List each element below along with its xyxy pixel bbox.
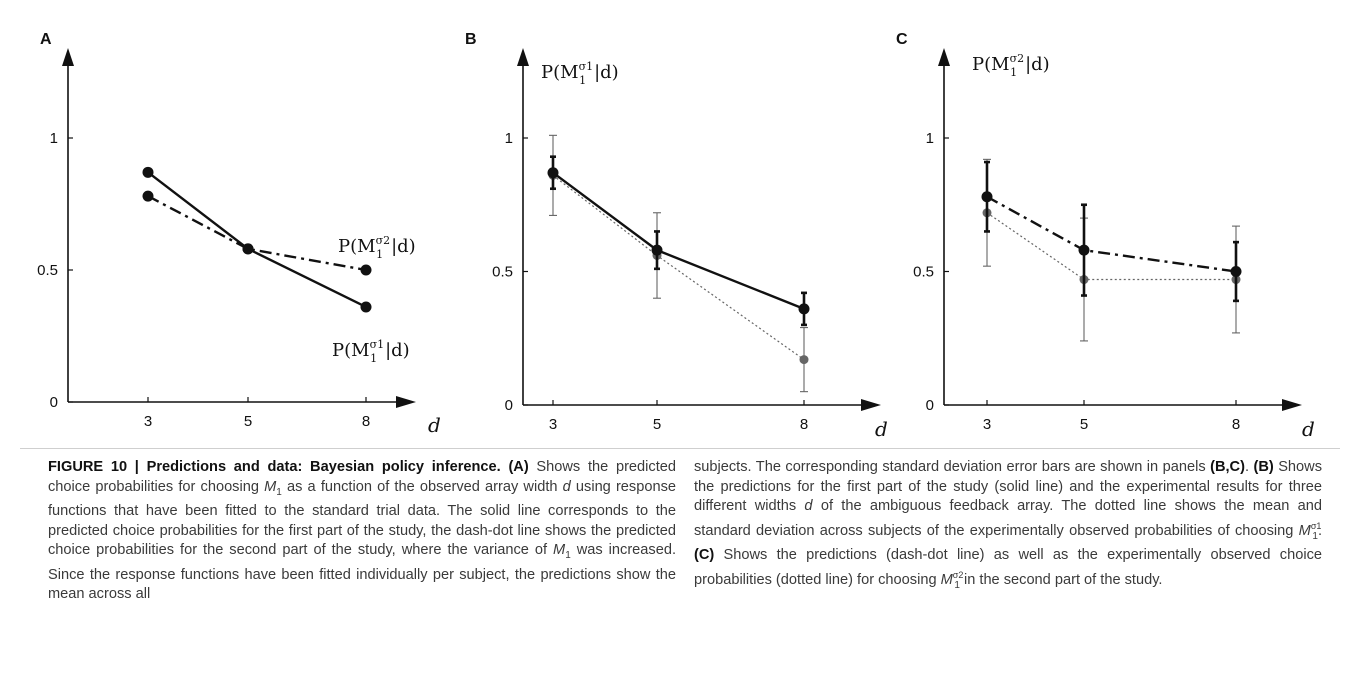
- caption-fragment: Mσ21: [940, 569, 964, 591]
- caption-fragment: Shows the predicted choice probabilities…: [48, 459, 676, 495]
- caption-fragment: Shows the predictions (dash-dot line) as…: [694, 547, 1322, 588]
- panel-a-chart: A 0 0.5 1 3 5 8 d P(Mσ2 1 |d) P(Mσ1 1 |d): [37, 31, 441, 437]
- y-tick-label: 1: [926, 130, 934, 147]
- caption-fragment: as a function of the observed array widt…: [281, 478, 563, 495]
- x-tick-label: 8: [800, 416, 808, 433]
- caption-fragment: of the ambiguous feedback array. The dot…: [694, 498, 1322, 539]
- y-tick-label: 0.5: [37, 262, 58, 279]
- x-tick-label: 5: [244, 413, 252, 430]
- data-point: [142, 166, 154, 178]
- panel-title-c: P(Mσ2 1 |d): [972, 52, 1050, 79]
- series-line-solid: [552, 171, 805, 310]
- x-axis-label: d: [875, 417, 888, 438]
- caption-fragment: (B): [1253, 459, 1274, 475]
- y-tick-label: 1: [505, 130, 513, 147]
- data-point: [547, 167, 559, 179]
- caption-fragment: Mσ11: [1298, 520, 1322, 542]
- y-tick-label: 0: [505, 397, 513, 414]
- caption-fragment: M1: [264, 478, 282, 498]
- series-line-solid: [147, 171, 367, 309]
- caption-right-text: subjects. The corresponding standard dev…: [694, 459, 1322, 591]
- x-tick-label: 3: [549, 416, 557, 433]
- caption-fragment: (B,C): [1210, 459, 1245, 475]
- data-point: [651, 244, 663, 256]
- y-axis-arrow: [517, 48, 529, 66]
- data-point: [798, 303, 810, 315]
- caption-fragment: .: [1244, 459, 1254, 475]
- series-line-dotted: [552, 174, 805, 361]
- caption-right-column: subjects. The corresponding standard dev…: [694, 458, 1322, 595]
- panel-label-a: A: [40, 31, 52, 48]
- caption-fragment: Shows the predictions for the first part…: [694, 459, 1322, 515]
- x-axis-arrow: [396, 396, 416, 408]
- caption-fragment: .: [1317, 522, 1322, 539]
- data-point: [799, 355, 809, 365]
- y-axis-arrow: [938, 48, 950, 66]
- caption-fragment: (C): [694, 547, 715, 564]
- caption-left-text: (A) Shows the predicted choice probabili…: [48, 459, 676, 602]
- data-point: [142, 190, 154, 202]
- x-axis-label: d: [428, 413, 441, 437]
- caption-fragment: subjects. The corresponding standard dev…: [694, 459, 1211, 475]
- data-point: [981, 191, 993, 203]
- data-point: [360, 301, 372, 313]
- panel-b-chart: B 0 0.5 1 3 5 8 d P(Mσ1 1 |d): [465, 31, 888, 438]
- series-label-sigma2: P(Mσ2 1 |d): [338, 234, 416, 261]
- y-axis-arrow: [62, 48, 74, 66]
- x-tick-label: 3: [144, 413, 152, 430]
- caption-fragment: was increased. Since the response functi…: [48, 542, 676, 603]
- x-axis-arrow: [1282, 399, 1302, 411]
- caption-left-column: FIGURE 10 | Predictions and data: Bayesi…: [48, 458, 676, 605]
- caption-separator: [20, 448, 1340, 449]
- data-point: [1078, 244, 1090, 256]
- x-tick-label: 5: [1080, 416, 1088, 433]
- data-point: [242, 243, 254, 255]
- caption-fragment: d: [562, 478, 571, 495]
- series-line-dash-dot: [147, 195, 367, 272]
- panel-c-chart: C 0 0.5 1 3 5 8 d P(Mσ2 1 |d): [896, 31, 1315, 438]
- caption-fragment: in the second part of the study.: [959, 571, 1163, 588]
- x-axis-label: d: [1302, 417, 1315, 438]
- series-label-sigma1: P(Mσ1 1 |d): [332, 338, 410, 365]
- panel-title-b: P(Mσ1 1 |d): [541, 60, 619, 87]
- series-line-dotted: [986, 212, 1236, 281]
- x-tick-label: 3: [983, 416, 991, 433]
- x-tick-label: 8: [1232, 416, 1240, 433]
- y-tick-label: 0: [50, 394, 58, 411]
- series-line-dash-dot: [986, 195, 1237, 273]
- data-point: [360, 264, 372, 276]
- caption-fragment: using response functions that have been …: [48, 478, 676, 559]
- data-point: [1230, 266, 1242, 277]
- y-tick-label: 1: [50, 130, 58, 147]
- x-tick-label: 8: [362, 413, 370, 430]
- figure-label: FIGURE 10 | Predictions and data: Bayesi…: [48, 459, 501, 475]
- caption-fragment: M1: [553, 542, 571, 562]
- y-tick-label: 0.5: [492, 264, 513, 281]
- caption-fragment: (A): [508, 459, 529, 475]
- panel-label-c: C: [896, 31, 908, 48]
- caption-fragment: d: [804, 498, 813, 515]
- panel-label-b: B: [465, 31, 477, 48]
- y-tick-label: 0.5: [913, 264, 934, 281]
- x-tick-label: 5: [653, 416, 661, 433]
- x-axis-arrow: [861, 399, 881, 411]
- y-tick-label: 0: [926, 397, 934, 414]
